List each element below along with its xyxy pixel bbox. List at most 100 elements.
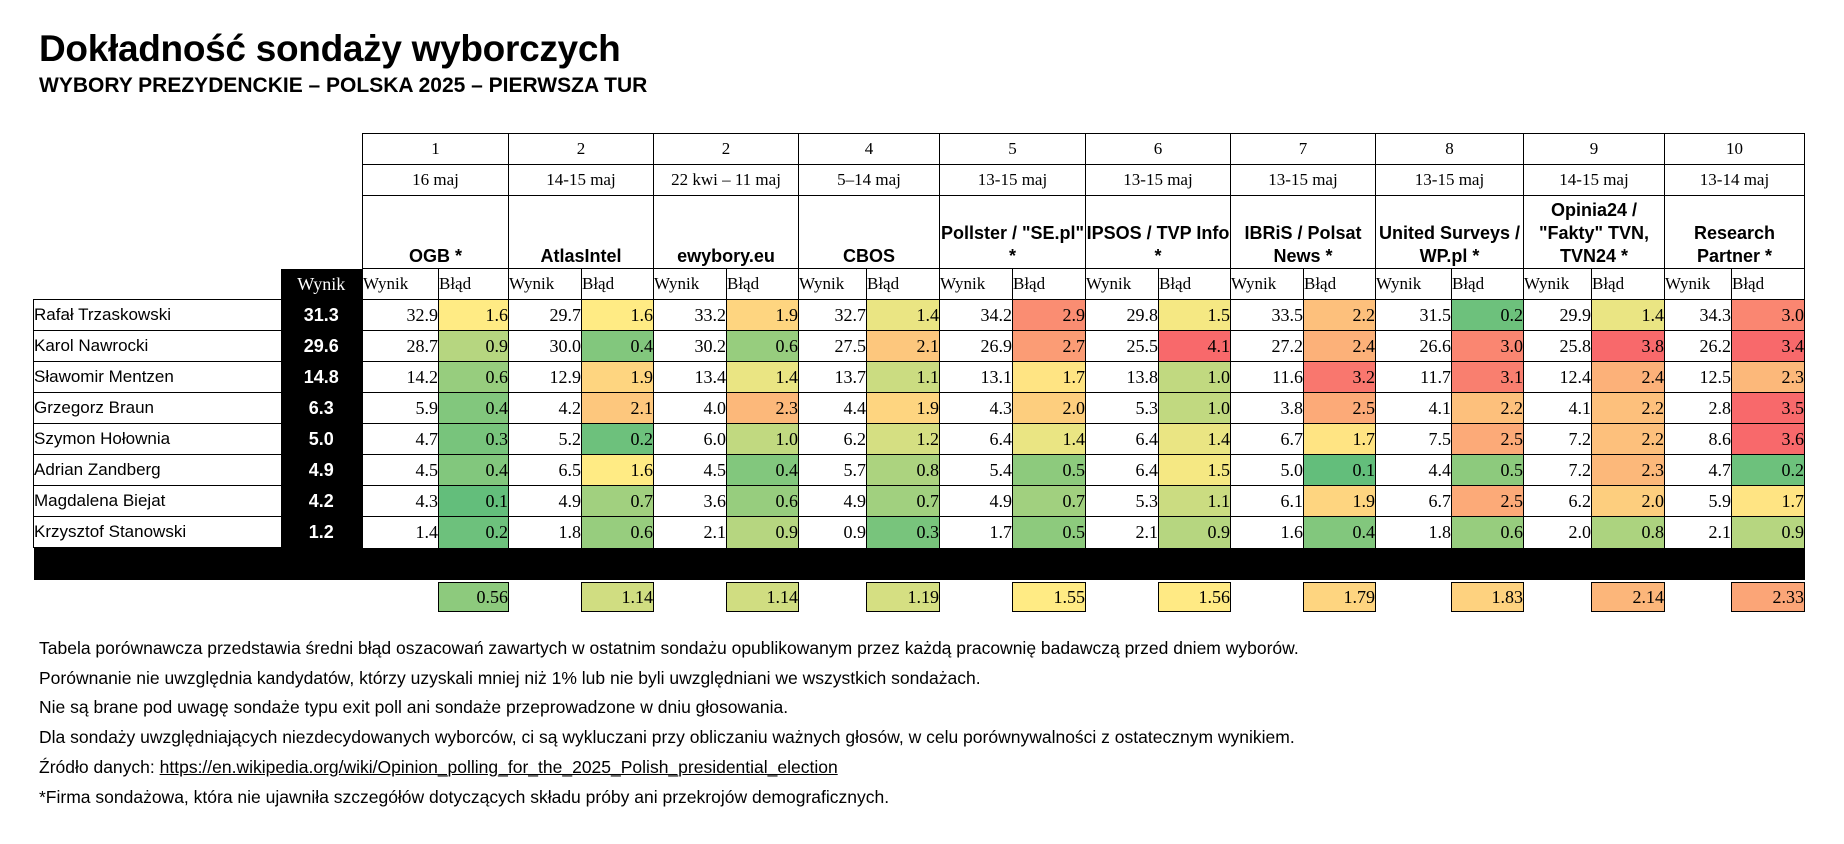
poll-value: 6.0 <box>653 423 727 455</box>
poll-error: 1.4 <box>1012 423 1086 455</box>
poll-error: 2.4 <box>1303 330 1376 362</box>
poll-error: 0.5 <box>1012 454 1086 486</box>
poll-error: 0.8 <box>866 454 940 486</box>
poll-value: 26.9 <box>939 330 1013 362</box>
poll-error: 1.2 <box>866 423 940 455</box>
poll-value: 6.2 <box>798 423 867 455</box>
poll-value: 0.9 <box>798 516 867 548</box>
table-row: Rafał Trzaskowski 31.3 32.9 1.6 29.7 1.6 33.2 1… <box>33 299 1805 331</box>
blad-subheader: Błąd <box>438 268 509 300</box>
blad-subheader: Błąd <box>581 268 654 300</box>
poll-value: 29.9 <box>1523 299 1592 331</box>
average-error: 1.14 <box>726 582 799 612</box>
poll-error: 0.4 <box>726 454 799 486</box>
poll-error: 1.4 <box>1158 423 1231 455</box>
poll-error: 3.1 <box>1451 361 1524 393</box>
pollster-rank: 2 <box>653 133 799 165</box>
poll-value: 3.8 <box>1230 392 1304 424</box>
poll-value: 13.1 <box>939 361 1013 393</box>
poll-error: 2.9 <box>1012 299 1086 331</box>
poll-error: 2.2 <box>1303 299 1376 331</box>
candidate-name: Magdalena Biejat <box>33 485 281 517</box>
poll-value: 33.5 <box>1230 299 1304 331</box>
pollster-rank: 8 <box>1375 133 1524 165</box>
table-row: Magdalena Biejat 4.2 4.3 0.1 4.9 0.7 3.6 0.6 4.9… <box>33 485 1805 517</box>
poll-value: 14.2 <box>362 361 439 393</box>
candidate-name: Rafał Trzaskowski <box>33 299 281 331</box>
poll-error: 1.1 <box>866 361 940 393</box>
blad-subheader: Błąd <box>1012 268 1086 300</box>
wynik-subheader: Wynik <box>798 268 867 300</box>
pollster-rank: 6 <box>1085 133 1231 165</box>
table-row: Krzysztof Stanowski 1.2 1.4 0.2 1.8 0.6 2.1 0.9… <box>33 516 1805 548</box>
poll-error: 1.6 <box>438 299 509 331</box>
poll-error: 2.1 <box>581 392 654 424</box>
poll-value: 1.8 <box>508 516 582 548</box>
blad-subheader: Błąd <box>1731 268 1805 300</box>
pollster-name: Opinia24 / "Fakty" TVN, TVN24 * <box>1523 195 1665 269</box>
poll-value: 27.2 <box>1230 330 1304 362</box>
poll-value: 13.4 <box>653 361 727 393</box>
poll-error: 1.4 <box>866 299 940 331</box>
poll-value: 13.7 <box>798 361 867 393</box>
poll-error: 0.6 <box>581 516 654 548</box>
poll-value: 33.2 <box>653 299 727 331</box>
notes: Tabela porównawcza przedstawia średni bł… <box>39 634 1299 812</box>
poll-error: 2.1 <box>866 330 940 362</box>
poll-error: 3.6 <box>1731 423 1805 455</box>
poll-value: 4.7 <box>1664 454 1732 486</box>
poll-error: 2.4 <box>1591 361 1665 393</box>
pollster-date: 13-15 maj <box>1230 164 1376 196</box>
pollster-date: 5–14 maj <box>798 164 940 196</box>
poll-value: 4.1 <box>1523 392 1592 424</box>
poll-error: 1.7 <box>1303 423 1376 455</box>
average-error: 1.14 <box>581 582 654 612</box>
table-row: Szymon Hołownia 5.0 4.7 0.3 5.2 0.2 6.0 1.0 6.2 1… <box>33 423 1805 455</box>
poll-error: 0.7 <box>1012 485 1086 517</box>
pollster-name: IBRiS / Polsat News * <box>1230 195 1376 269</box>
result-column-header: Wynik <box>280 268 363 300</box>
poll-value: 4.3 <box>362 485 439 517</box>
poll-value: 4.1 <box>1375 392 1452 424</box>
summary-separator <box>33 547 1805 580</box>
blad-subheader: Błąd <box>1303 268 1376 300</box>
poll-error: 3.8 <box>1591 330 1665 362</box>
poll-value: 1.4 <box>362 516 439 548</box>
wynik-subheader: Wynik <box>653 268 727 300</box>
pollster-name: AtlasIntel <box>508 195 654 269</box>
poll-error: 1.7 <box>1012 361 1086 393</box>
pollster-date: 13-14 maj <box>1664 164 1805 196</box>
wynik-subheader: Wynik <box>1523 268 1592 300</box>
pollster-rank: 1 <box>362 133 509 165</box>
poll-error: 0.4 <box>581 330 654 362</box>
poll-value: 4.9 <box>798 485 867 517</box>
candidate-result: 14.8 <box>280 361 363 393</box>
poll-error: 0.4 <box>438 454 509 486</box>
average-error: 1.79 <box>1303 582 1376 612</box>
poll-error: 0.6 <box>726 485 799 517</box>
source-label: Źródło danych: <box>39 756 160 777</box>
poll-error: 1.4 <box>726 361 799 393</box>
candidate-name: Sławomir Mentzen <box>33 361 281 393</box>
wynik-subheader: Wynik <box>1664 268 1732 300</box>
note-line-2: Porównanie nie uwzględnia kandydatów, kt… <box>39 667 981 688</box>
poll-value: 25.5 <box>1085 330 1159 362</box>
poll-error: 0.2 <box>581 423 654 455</box>
poll-error: 3.4 <box>1731 330 1805 362</box>
poll-error: 0.5 <box>1451 454 1524 486</box>
poll-error: 0.6 <box>726 330 799 362</box>
average-error: 0.56 <box>438 582 509 612</box>
poll-error: 2.3 <box>1591 454 1665 486</box>
poll-value: 26.2 <box>1664 330 1732 362</box>
table-row: Sławomir Mentzen 14.8 14.2 0.6 12.9 1.9 13.4 1.… <box>33 361 1805 393</box>
candidate-name: Krzysztof Stanowski <box>33 516 281 548</box>
source-link[interactable]: https://en.wikipedia.org/wiki/Opinion_po… <box>159 756 838 777</box>
poll-value: 12.4 <box>1523 361 1592 393</box>
wynik-subheader: Wynik <box>508 268 582 300</box>
poll-error: 1.0 <box>726 423 799 455</box>
poll-value: 12.9 <box>508 361 582 393</box>
poll-error: 0.9 <box>1731 516 1805 548</box>
poll-error: 3.5 <box>1731 392 1805 424</box>
poll-error: 1.5 <box>1158 299 1231 331</box>
poll-error: 0.9 <box>726 516 799 548</box>
